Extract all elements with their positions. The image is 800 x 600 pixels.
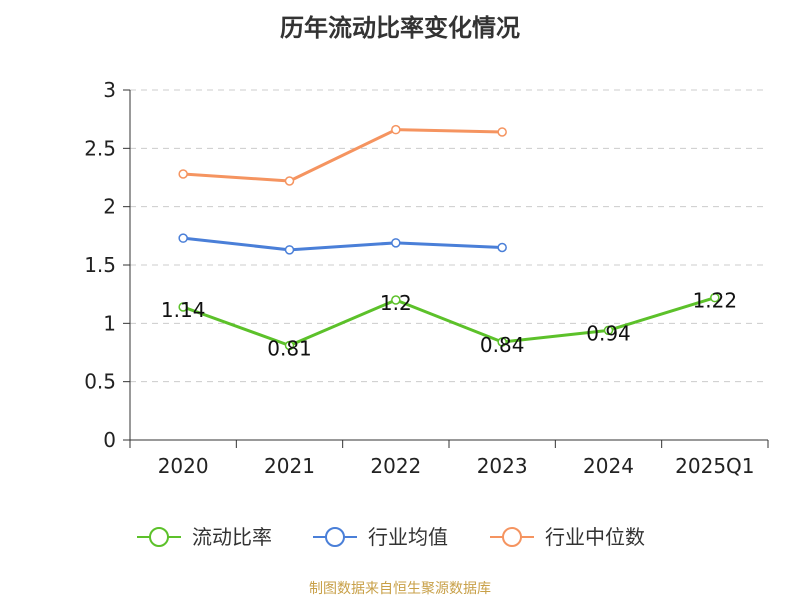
x-tick-label: 2022 [370,454,421,478]
data-label: 0.81 [267,337,312,361]
x-tick-label: 2020 [158,454,209,478]
series-line [183,236,503,252]
data-point[interactable] [710,292,720,303]
data-point[interactable] [284,245,295,255]
data-point[interactable] [497,242,507,253]
data-point[interactable] [603,325,614,336]
legend-swatch-marker[interactable] [502,527,522,547]
data-point[interactable] [497,127,507,137]
legend-label[interactable]: 流动比率 [192,525,272,549]
source-note: 制图数据来自恒生聚源数据库 [309,581,491,597]
y-tick-label: 0.5 [84,370,116,394]
chart-title: 历年流动比率变化情况 [280,14,520,42]
data-label: 1.22 [693,289,738,313]
x-tick-label: 2023 [477,454,528,478]
y-tick-label: 2.5 [84,136,116,160]
data-point[interactable] [178,302,188,312]
data-point[interactable] [284,340,295,351]
data-point[interactable] [178,233,188,243]
series-line [183,128,503,183]
series-line [182,296,716,347]
legend-swatch-marker[interactable] [149,527,169,547]
y-tick-label: 0 [103,428,116,452]
data-point[interactable] [391,295,401,305]
data-point[interactable] [391,238,401,248]
data-label: 0.84 [480,333,525,357]
data-label: 1.14 [161,298,206,322]
data-label: 1.2 [380,291,412,315]
data-point[interactable] [497,337,507,347]
y-tick-label: 3 [103,78,116,102]
data-point[interactable] [178,169,188,179]
y-tick-label: 1 [103,311,116,335]
data-label: 0.94 [586,321,631,345]
y-tick-label: 2 [103,195,116,219]
x-tick-label: 2025Q1 [675,454,754,478]
y-tick-label: 1.5 [84,253,116,277]
x-tick-label: 2024 [583,454,634,478]
legend-swatch-marker[interactable] [325,527,345,547]
data-point[interactable] [391,124,401,135]
legend-label[interactable]: 行业中位数 [545,525,645,549]
x-tick-label: 2021 [264,454,315,478]
legend-label[interactable]: 行业均值 [368,525,448,549]
data-point[interactable] [284,176,295,186]
